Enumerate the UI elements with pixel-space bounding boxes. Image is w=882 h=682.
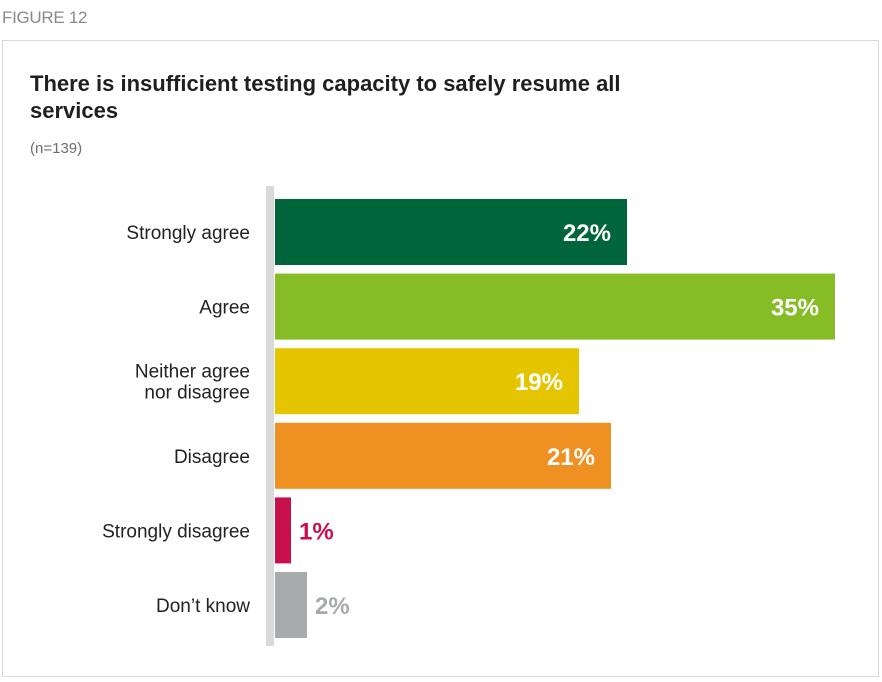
- data-label: 22%: [563, 220, 611, 247]
- data-label: 19%: [515, 369, 563, 396]
- bar: [275, 199, 627, 265]
- category-label: Don’t know: [156, 596, 250, 617]
- category-label: Agree: [199, 298, 250, 319]
- chart-subtitle: (n=139): [30, 140, 83, 157]
- bar: [275, 273, 835, 340]
- data-label: 2%: [315, 593, 350, 620]
- data-label: 35%: [771, 295, 819, 322]
- bar: [275, 572, 307, 638]
- category-label: Strongly disagree: [102, 521, 250, 542]
- data-label: 1%: [299, 518, 334, 545]
- category-label: Neither agree: [135, 362, 250, 383]
- bar: [275, 497, 291, 564]
- chart-title: There is insufficient testing capacity t…: [30, 71, 621, 123]
- category-label: nor disagree: [144, 383, 250, 404]
- category-label: Disagree: [174, 447, 250, 468]
- bar: [275, 348, 579, 415]
- data-label: 21%: [547, 444, 595, 471]
- category-label: Strongly agree: [126, 223, 250, 244]
- y-axis-line: [266, 186, 274, 646]
- figure-label: FIGURE 12: [2, 8, 88, 27]
- bar: [275, 422, 611, 489]
